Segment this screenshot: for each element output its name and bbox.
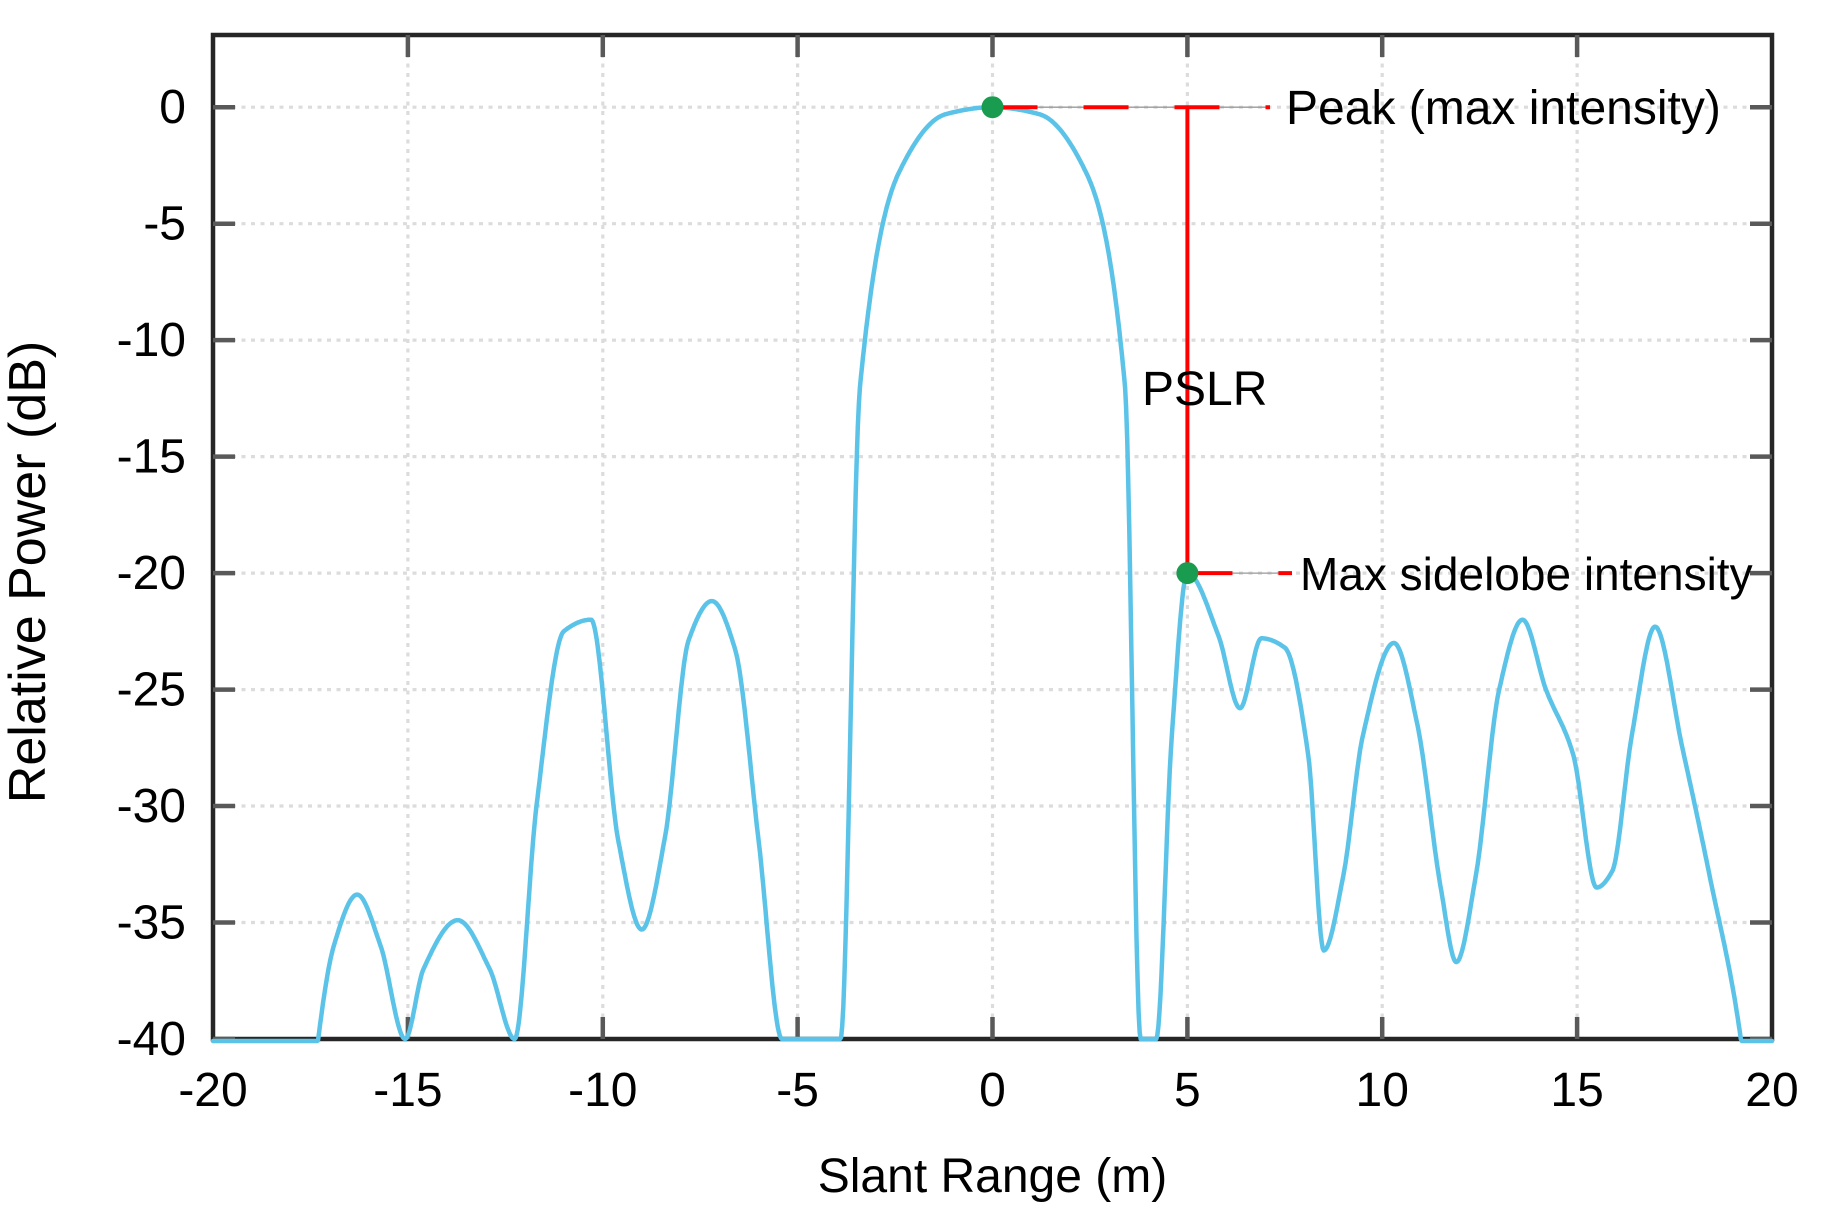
- svg-text:-15: -15: [117, 430, 186, 483]
- svg-text:10: 10: [1356, 1064, 1409, 1117]
- svg-text:-5: -5: [143, 198, 186, 251]
- svg-text:Max sidelobe intensity: Max sidelobe intensity: [1300, 548, 1753, 600]
- svg-text:Slant Range (m): Slant Range (m): [818, 1150, 1167, 1203]
- svg-text:-10: -10: [117, 314, 186, 367]
- svg-text:-35: -35: [117, 896, 186, 949]
- svg-text:-30: -30: [117, 780, 186, 833]
- svg-text:-10: -10: [568, 1064, 637, 1117]
- svg-text:5: 5: [1174, 1064, 1201, 1117]
- svg-text:-40: -40: [117, 1013, 186, 1066]
- svg-text:Relative Power (dB): Relative Power (dB): [0, 341, 57, 803]
- svg-text:0: 0: [159, 81, 186, 134]
- svg-text:-20: -20: [178, 1064, 247, 1117]
- svg-text:-5: -5: [776, 1064, 819, 1117]
- svg-text:Peak (max intensity): Peak (max intensity): [1286, 82, 1721, 135]
- svg-text:0: 0: [979, 1064, 1006, 1117]
- svg-text:-25: -25: [117, 663, 186, 716]
- svg-text:-15: -15: [373, 1064, 442, 1117]
- svg-text:-20: -20: [117, 547, 186, 600]
- svg-text:20: 20: [1745, 1064, 1798, 1117]
- svg-text:PSLR: PSLR: [1142, 363, 1267, 416]
- svg-text:15: 15: [1550, 1064, 1603, 1117]
